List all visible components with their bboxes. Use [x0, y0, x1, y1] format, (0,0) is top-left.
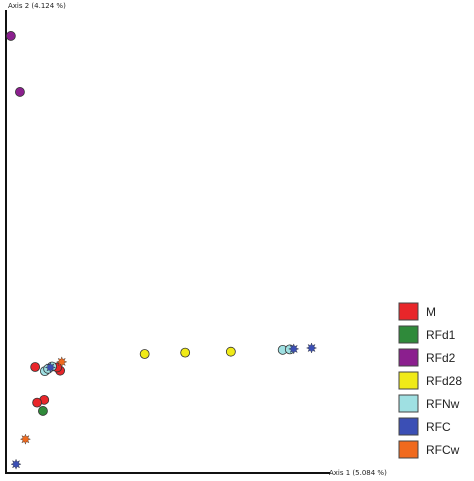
axes: Axis 2 (4.124 %) Axis 1 (5.084 %) [5, 2, 387, 477]
x-axis-title: Axis 1 (5.084 %) [329, 469, 387, 477]
point-rfd2-2 [15, 87, 25, 97]
legend-label-rfcw: RFCw [426, 443, 460, 457]
point-rfd28-2 [180, 347, 191, 358]
legend-swatch-rfcw [398, 440, 419, 459]
point-rfd1-1 [38, 406, 48, 416]
legend-swatch-rfd28 [398, 371, 419, 390]
point-rfc-4 [44, 361, 56, 373]
legend-label-rfd28: RFd28 [426, 374, 462, 388]
point-rfd2-1 [5, 31, 16, 41]
legend-swatch-rfd1 [398, 325, 419, 344]
point-m-3 [32, 397, 43, 408]
point-rfc-1 [10, 458, 22, 470]
point-rfc-3 [288, 343, 300, 355]
legend-label-m: M [426, 305, 436, 319]
point-m-1 [30, 362, 41, 372]
point-rfd28-1 [139, 349, 150, 359]
point-rfc-2 [305, 342, 318, 354]
legend-label-rfc: RFC [426, 420, 451, 434]
legend: M RFd1 RFd2 RFd28 RFNw RFC RFCw [398, 302, 462, 459]
point-rfcw-1 [19, 433, 31, 445]
legend-label-rfd2: RFd2 [426, 351, 456, 365]
legend-swatch-rfnw [398, 394, 419, 413]
legend-swatch-rfd2 [398, 348, 419, 367]
legend-swatch-m [398, 302, 419, 321]
y-axis-title: Axis 2 (4.124 %) [8, 2, 66, 10]
legend-label-rfd1: RFd1 [426, 328, 456, 342]
data-points [5, 31, 318, 470]
legend-label-rfnw: RFNw [426, 397, 460, 411]
legend-swatch-rfc [398, 417, 419, 436]
point-rfd28-3 [225, 346, 236, 357]
point-rfcw-2 [56, 356, 68, 368]
